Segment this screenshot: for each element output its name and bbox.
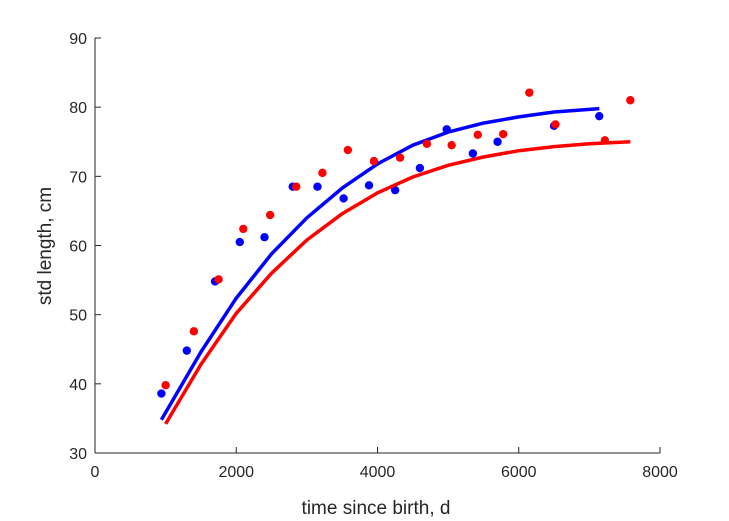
y-tick-label: 60 (69, 239, 87, 256)
data-point (595, 111, 604, 121)
data-point (239, 224, 248, 234)
data-point (265, 210, 275, 220)
y-tick-label: 40 (69, 377, 87, 394)
data-point (422, 139, 432, 149)
data-point (292, 182, 301, 191)
series-layer (157, 88, 635, 425)
x-tick-label: 2000 (218, 464, 254, 481)
data-point (339, 194, 348, 203)
data-point (415, 163, 425, 173)
x-tick-label: 4000 (360, 464, 396, 481)
data-point (525, 88, 534, 97)
data-point (182, 346, 192, 355)
data-point (369, 156, 379, 166)
axes: 0 2000 4000 6000 8000 30 40 50 60 70 80 90 (69, 31, 678, 481)
data-point (551, 120, 560, 129)
data-point (447, 141, 456, 150)
data-point (473, 130, 482, 140)
data-point (157, 389, 166, 398)
data-point (260, 233, 269, 242)
y-tick-label: 30 (69, 446, 87, 463)
x-tick-label: 0 (91, 464, 100, 481)
data-point (493, 137, 502, 146)
y-tick-label: 80 (69, 100, 87, 117)
data-point (343, 145, 353, 155)
y-axis-label: std length, cm (35, 187, 56, 305)
data-point (161, 381, 170, 390)
x-axis-label: time since birth, d (302, 498, 451, 519)
data-point (626, 96, 635, 105)
fit-curve (159, 106, 600, 421)
x-tick-label: 6000 (501, 464, 537, 481)
data-point (499, 129, 508, 139)
data-point (390, 185, 400, 195)
data-point (235, 237, 244, 247)
data-point (189, 327, 199, 336)
y-tick-label: 50 (69, 308, 87, 325)
data-point (395, 153, 405, 162)
data-point (214, 275, 223, 284)
data-point (318, 168, 327, 178)
data-point (442, 125, 451, 134)
fit-curve (164, 140, 631, 425)
data-point (468, 149, 478, 158)
x-tick-label: 8000 (642, 464, 678, 481)
data-point (313, 182, 322, 191)
series-2 (161, 88, 635, 425)
y-tick-label: 70 (69, 169, 87, 186)
series-1 (157, 106, 604, 421)
data-point (364, 181, 374, 190)
data-point (600, 136, 610, 145)
y-tick-label: 90 (69, 31, 87, 48)
